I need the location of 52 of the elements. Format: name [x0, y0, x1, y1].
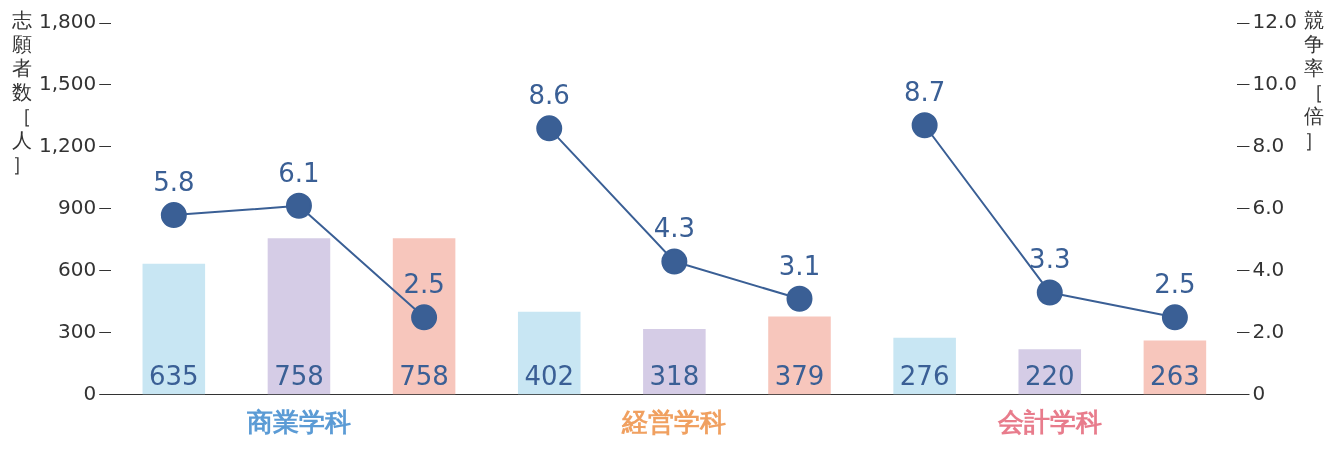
y-tick-label: 1,500: [38, 71, 97, 96]
data-label: 318: [649, 360, 700, 391]
bar: [142, 263, 206, 395]
data-label: 379: [774, 360, 825, 391]
y-tick-label: 1,200: [38, 133, 97, 158]
point: [1161, 304, 1188, 331]
y-tick-label: 0: [83, 381, 97, 405]
data-label: 758: [274, 360, 324, 391]
data-label: 2.5: [1154, 269, 1196, 300]
data-label: 2.5: [403, 269, 445, 300]
data-label: 276: [899, 360, 950, 391]
point: [1036, 279, 1063, 306]
point: [911, 112, 938, 139]
data-label: 635: [149, 360, 199, 391]
data-label: 758: [399, 360, 449, 391]
bar: [267, 238, 331, 395]
y2-tick-label: 4.0: [1252, 257, 1285, 282]
bar: [768, 316, 831, 395]
data-label: 5.8: [153, 166, 195, 197]
bar: [517, 311, 581, 395]
data-label: 6.1: [278, 157, 320, 188]
point: [285, 192, 312, 219]
data-label: 8.6: [528, 80, 570, 111]
y-tick-label: 600: [58, 257, 97, 282]
y2-axis-title: 競争率［倍］: [1304, 8, 1324, 152]
y2-tick-label: 6.0: [1252, 195, 1285, 220]
y2-tick-label: 12.0: [1252, 9, 1297, 34]
bar: [643, 329, 706, 395]
y-axis-title: 志願者数［人］: [12, 8, 32, 176]
data-label: 220: [1024, 360, 1075, 391]
y2-tick-label: 0: [1252, 381, 1266, 405]
y-tick-label: 1,800: [38, 9, 97, 34]
point: [411, 304, 438, 331]
bar: [392, 238, 456, 395]
x-tick-label: 商業学科: [245, 407, 351, 438]
point: [536, 115, 563, 142]
x-tick-label: 経営学科: [621, 407, 727, 438]
y2-tick-label: 10.0: [1252, 71, 1297, 96]
y2-tick-label: 8.0: [1252, 133, 1285, 158]
x-tick-label: 会計学科: [996, 407, 1102, 438]
y-tick-label: 900: [58, 195, 97, 220]
data-label: 263: [1150, 360, 1200, 391]
data-label: 3.3: [1029, 244, 1071, 275]
data-label: 4.3: [653, 213, 696, 244]
y2-tick-label: 2.0: [1252, 319, 1285, 344]
point: [661, 248, 688, 275]
data-label: 402: [524, 360, 575, 391]
point: [160, 202, 187, 229]
data-label: 8.7: [903, 77, 946, 107]
y-tick-label: 300: [58, 319, 97, 344]
point: [786, 285, 813, 312]
data-label: 3.1: [778, 250, 821, 281]
